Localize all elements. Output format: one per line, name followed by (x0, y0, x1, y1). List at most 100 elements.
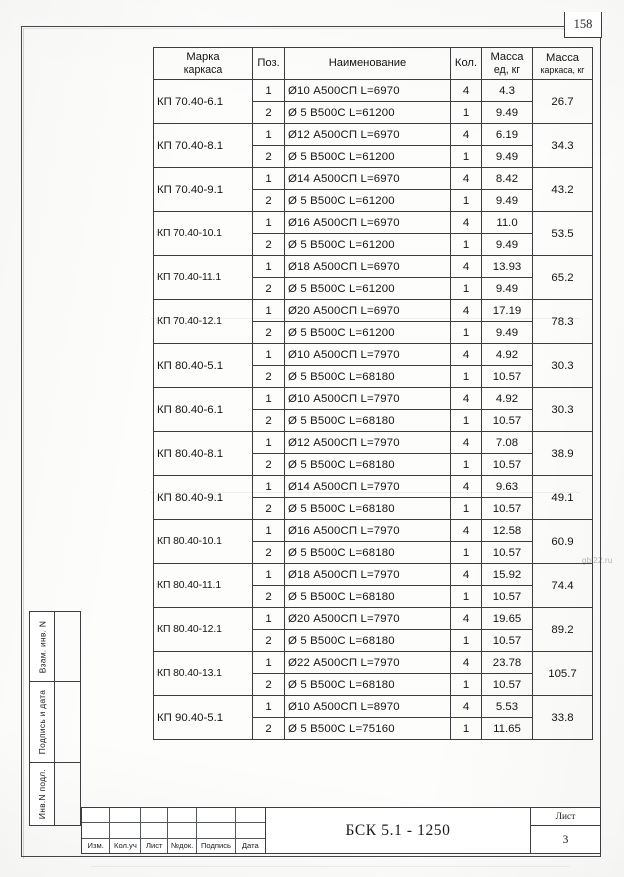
cell-name: Ø 5 В500С L=61200 (284, 233, 451, 257)
cell-mass-total: 30.3 (532, 387, 593, 433)
header-qty: Кол. (450, 46, 482, 81)
cell-quantity: 4 (450, 211, 482, 235)
cell-name: Ø 5 В500С L=68180 (284, 541, 451, 565)
cell-name: Ø10 А500СП L=7970 (284, 387, 451, 411)
cell-position: 1 (252, 431, 285, 455)
scan-streak (90, 866, 570, 867)
page-number: 158 (573, 17, 593, 31)
cell-name: Ø 5 В500С L=68180 (284, 585, 451, 609)
cell-mass-total: 65.2 (532, 255, 593, 301)
cell-position: 1 (252, 607, 285, 631)
table-header: Марка каркаса Поз. Наименование Кол. Мас… (153, 46, 593, 81)
cell-position: 2 (252, 189, 285, 213)
sheet-number: 3 (562, 833, 569, 846)
cell-quantity: 4 (450, 123, 482, 147)
cell-name: Ø 5 В500С L=68180 (284, 409, 451, 433)
cell-quantity: 4 (450, 387, 482, 411)
cell-name: Ø22 А500СП L=7970 (284, 651, 451, 675)
cell-position: 1 (252, 387, 285, 411)
table-row: КП 70.40-10.1 1 Ø16 А500СП L=6970 4 11.0 53.5 (153, 211, 593, 257)
cell-mass-unit: 10.57 (481, 497, 533, 521)
cell-mass-unit: 10.57 (481, 629, 533, 653)
cell-quantity: 4 (450, 519, 482, 543)
cell-mass-unit: 10.57 (481, 673, 533, 697)
cell-quantity: 1 (450, 585, 482, 609)
side-label-podpis: Подпись и дата (30, 682, 54, 764)
cell-mass-unit: 10.57 (481, 365, 533, 389)
cell-mass-unit: 10.57 (481, 453, 533, 477)
revision-col-koluch: Кол.уч (110, 838, 142, 853)
revision-col-ndok: №док. (168, 838, 198, 853)
cell-mass-total: 89.2 (532, 607, 593, 653)
cell-position: 2 (252, 629, 285, 653)
cell-mass-unit: 9.63 (481, 475, 533, 499)
cell-mark: КП 80.40-5.1 (153, 343, 253, 389)
cell-mark: КП 80.40-13.1 (153, 651, 253, 697)
cell-mass-unit: 4.92 (481, 343, 533, 367)
title-block-revision-table: Изм. Кол.уч Лист №док. Подпись Дата (82, 808, 266, 853)
cell-name: Ø10 А500СП L=6970 (284, 79, 451, 103)
cell-quantity: 1 (450, 189, 482, 213)
cell-mass-total: 34.3 (532, 123, 593, 169)
cell-position: 2 (252, 541, 285, 565)
cell-mass-total: 38.9 (532, 431, 593, 477)
cell-mark: КП 80.40-6.1 (153, 387, 253, 433)
cell-position: 1 (252, 123, 285, 147)
cell-position: 2 (252, 365, 285, 389)
cell-quantity: 1 (450, 321, 482, 345)
cell-name: Ø 5 В500С L=61200 (284, 189, 451, 213)
cell-position: 1 (252, 343, 285, 367)
cell-position: 1 (252, 211, 285, 235)
cell-quantity: 4 (450, 563, 482, 587)
cell-position: 2 (252, 673, 285, 697)
cell-mass-total: 74.4 (532, 563, 593, 609)
cell-quantity: 4 (450, 167, 482, 191)
cell-mass-unit: 6.19 (481, 123, 533, 147)
side-label-text: Подпись и дата (37, 690, 47, 755)
table-body: КП 70.40-6.1 1 Ø10 А500СП L=6970 4 4.3 26.7 2 Ø… (153, 79, 593, 741)
table-row: КП 80.40-13.1 1 Ø22 А500СП L=7970 4 23.78 105… (153, 651, 593, 697)
side-entry-strip (55, 611, 81, 826)
cell-quantity: 4 (450, 651, 482, 675)
cell-quantity: 1 (450, 541, 482, 565)
cell-position: 1 (252, 299, 285, 323)
revision-row-empty (82, 823, 265, 839)
cell-mass-unit: 4.92 (481, 387, 533, 411)
table-row: КП 80.40-10.1 1 Ø16 А500СП L=7970 4 12.58 60.… (153, 519, 593, 565)
table-row: КП 80.40-6.1 1 Ø10 А500СП L=7970 4 4.92 30.3 (153, 387, 593, 433)
table-row: КП 80.40-8.1 1 Ø12 А500СП L=7970 4 7.08 38.9 (153, 431, 593, 477)
cell-name: Ø 5 В500С L=61200 (284, 321, 451, 345)
table-row: КП 80.40-11.1 1 Ø18 А500СП L=7970 4 15.92 74.… (153, 563, 593, 609)
cell-mark: КП 80.40-12.1 (153, 607, 253, 653)
table-row: КП 70.40-9.1 1 Ø14 А500СП L=6970 4 8.42 43.2 (153, 167, 593, 213)
cell-mass-unit: 23.78 (481, 651, 533, 675)
table-header-row: Марка каркаса Поз. Наименование Кол. Мас… (153, 46, 593, 81)
specification-table: Марка каркаса Поз. Наименование Кол. Мас… (153, 46, 593, 741)
cell-mass-unit: 12.58 (481, 519, 533, 543)
header-mass-unit: Масса ед, кг (481, 46, 533, 81)
cell-mass-unit: 7.08 (481, 431, 533, 455)
cell-position: 2 (252, 409, 285, 433)
page-number-box: 158 (564, 12, 602, 38)
cell-mass-unit: 13.93 (481, 255, 533, 279)
side-label-inv: Инв.N подл. (30, 763, 54, 825)
cell-mark: КП 80.40-8.1 (153, 431, 253, 477)
cell-name: Ø 5 В500С L=61200 (284, 101, 451, 125)
cell-mass-unit: 19.65 (481, 607, 533, 631)
cell-name: Ø 5 В500С L=75160 (284, 717, 451, 741)
cell-mark: КП 70.40-9.1 (153, 167, 253, 213)
cell-position: 1 (252, 695, 285, 719)
cell-mass-total: 60.9 (532, 519, 593, 565)
cell-name: Ø12 А500СП L=6970 (284, 123, 451, 147)
cell-quantity: 4 (450, 79, 482, 103)
cell-mark: КП 70.40-8.1 (153, 123, 253, 169)
cell-mass-unit: 8.42 (481, 167, 533, 191)
table-row: КП 90.40-5.1 1 Ø10 А500СП L=8970 4 5.53 33.8 (153, 695, 593, 741)
cell-position: 1 (252, 475, 285, 499)
